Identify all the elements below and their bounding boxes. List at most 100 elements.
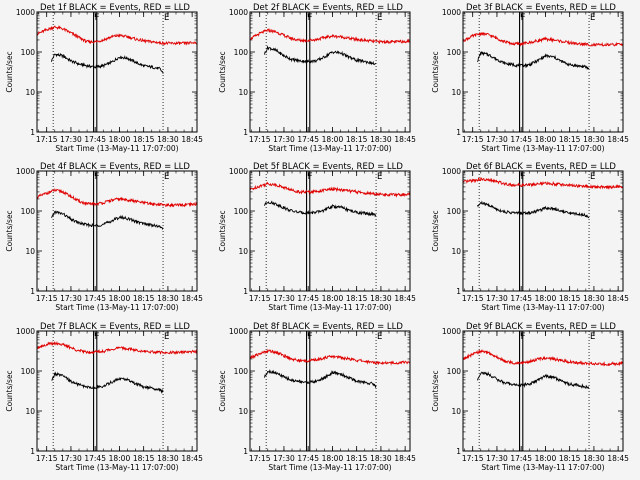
y-tick-label: 100 (21, 48, 36, 57)
plot-frame (249, 11, 411, 133)
x-axis-label: Start Time (13-May-11 17:07:00) (481, 303, 604, 312)
x-tick-label: 18:15 (346, 294, 368, 303)
x-axis-label: Start Time (13-May-11 17:07:00) (481, 144, 604, 153)
y-tick-label: 10 (451, 247, 461, 256)
y-tick-label: 100 (447, 207, 462, 216)
y-tick-label: 10 (25, 88, 35, 97)
x-axis-label: Start Time (13-May-11 17:07:00) (268, 303, 391, 312)
x-tick-label: 18:30 (157, 294, 179, 303)
y-axis-label: Counts/sec (218, 370, 227, 411)
x-tick-label: 18:00 (322, 135, 344, 144)
events-series-line (477, 371, 590, 390)
x-tick-label: 18:30 (370, 135, 392, 144)
y-tick-label: 1 (243, 128, 248, 137)
y-tick-label: 10 (25, 247, 35, 256)
y-tick-label: 10 (451, 407, 461, 416)
panel-title: Det 6f BLACK = Events, RED = LLD (466, 162, 616, 172)
marker-label: E (377, 332, 382, 342)
x-tick-label: 18:00 (322, 454, 344, 463)
y-tick-label: 1000 (229, 327, 248, 336)
lld-series-line (249, 28, 410, 45)
panel-title: Det 5f BLACK = Events, RED = LLD (253, 162, 403, 172)
panel-4: Det 4f BLACK = Events, RED = LLD Counts/s… (5, 162, 203, 312)
x-tick-label: 18:15 (346, 454, 368, 463)
y-axis-label: Counts/sec (431, 370, 440, 411)
panel-1: Det 1f BLACK = Events, RED = LLD Counts/s… (5, 3, 203, 153)
y-axis-label: Counts/sec (5, 51, 14, 92)
x-tick-label: 18:15 (559, 294, 581, 303)
y-tick-label: 100 (21, 367, 36, 376)
events-series-line (264, 45, 377, 66)
y-tick-label: 1 (30, 128, 35, 137)
x-tick-label: 18:15 (133, 454, 155, 463)
panel-3: Det 3f BLACK = Events, RED = LLD Counts/s… (431, 3, 629, 153)
x-tick-label: 17:30 (60, 294, 82, 303)
events-series-line (264, 200, 377, 218)
y-tick-label: 100 (21, 207, 36, 216)
events-series-line (51, 210, 164, 230)
y-tick-label: 1000 (229, 8, 248, 17)
y-tick-label: 100 (234, 48, 249, 57)
y-tick-label: 1 (243, 287, 248, 296)
x-tick-label: 18:45 (394, 294, 416, 303)
x-tick-label: 17:45 (297, 135, 319, 144)
x-tick-label: 18:45 (181, 454, 203, 463)
events-series-line (264, 369, 377, 389)
y-axis-label: Counts/sec (5, 370, 14, 411)
x-tick-label: 17:30 (60, 454, 82, 463)
y-tick-label: 1000 (16, 8, 35, 17)
x-tick-label: 18:00 (322, 294, 344, 303)
x-tick-label: 17:15 (36, 454, 58, 463)
x-tick-label: 18:15 (346, 135, 368, 144)
x-tick-label: 17:30 (486, 294, 508, 303)
x-tick-label: 17:15 (36, 294, 58, 303)
plot-frame (462, 330, 624, 452)
panel-7: Det 7f BLACK = Events, RED = LLD Counts/s… (5, 322, 203, 472)
plot-frame (36, 170, 198, 292)
y-tick-label: 10 (238, 407, 248, 416)
lld-series-line (463, 349, 624, 367)
y-tick-label: 10 (25, 407, 35, 416)
marker-label: E (377, 172, 382, 182)
y-tick-label: 100 (447, 367, 462, 376)
x-tick-label: 17:30 (60, 135, 82, 144)
x-tick-label: 17:15 (249, 294, 271, 303)
marker-label: E (590, 332, 595, 342)
x-tick-label: 18:45 (181, 135, 203, 144)
plot-frame (36, 330, 198, 452)
x-tick-label: 18:45 (607, 135, 629, 144)
y-tick-label: 1000 (442, 8, 461, 17)
lld-series-line (36, 187, 198, 208)
panel-title: Det 9f BLACK = Events, RED = LLD (466, 322, 616, 332)
lld-series-line (36, 340, 198, 355)
x-tick-label: 17:45 (510, 294, 532, 303)
x-axis-label: Start Time (13-May-11 17:07:00) (268, 463, 391, 472)
x-tick-label: 18:15 (133, 294, 155, 303)
x-tick-label: 18:30 (157, 135, 179, 144)
panel-title: Det 7f BLACK = Events, RED = LLD (40, 322, 190, 332)
events-series-line (477, 51, 590, 71)
panel-title: Det 2f BLACK = Events, RED = LLD (253, 3, 403, 13)
y-axis-label: Counts/sec (5, 210, 14, 251)
y-tick-label: 10 (451, 88, 461, 97)
x-tick-label: 17:45 (84, 135, 106, 144)
x-tick-label: 18:00 (109, 294, 131, 303)
y-tick-label: 1 (243, 447, 248, 456)
x-tick-label: 17:15 (249, 454, 271, 463)
x-tick-label: 18:15 (559, 454, 581, 463)
y-tick-label: 1000 (229, 167, 248, 176)
events-series-line (51, 52, 164, 74)
panel-2: Det 2f BLACK = Events, RED = LLD Counts/s… (218, 3, 416, 153)
y-axis-label: Counts/sec (431, 210, 440, 251)
lld-series-line (249, 181, 411, 198)
y-tick-label: 1000 (16, 167, 35, 176)
x-tick-label: 17:30 (273, 135, 295, 144)
x-tick-label: 17:15 (249, 135, 271, 144)
x-tick-label: 17:15 (462, 454, 484, 463)
x-tick-label: 18:00 (109, 135, 131, 144)
x-tick-label: 17:30 (486, 454, 508, 463)
panel-5: Det 5f BLACK = Events, RED = LLD Counts/s… (218, 162, 416, 312)
x-tick-label: 18:30 (370, 454, 392, 463)
x-tick-label: 18:15 (133, 135, 155, 144)
y-tick-label: 100 (447, 48, 462, 57)
